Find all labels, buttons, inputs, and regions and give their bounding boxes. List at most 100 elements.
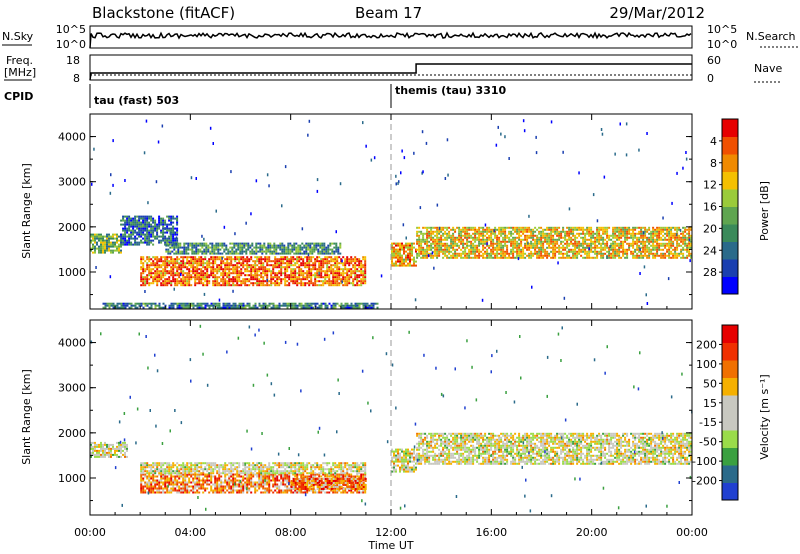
- echo-cell: [340, 304, 343, 307]
- noise-point: [427, 254, 430, 258]
- echo-cell: [198, 304, 201, 307]
- echo-cell: [182, 302, 185, 305]
- echo-cell: [628, 242, 631, 245]
- echo-cell: [166, 231, 169, 234]
- echo-cell: [269, 248, 272, 251]
- echo-cell: [474, 246, 477, 249]
- echo-cell: [158, 215, 161, 218]
- echo-cell: [222, 489, 225, 492]
- echo-cell: [278, 304, 281, 307]
- echo-cell: [528, 248, 531, 251]
- echo-cell: [588, 234, 591, 237]
- echo-cell: [108, 447, 110, 450]
- echo-cell: [172, 235, 175, 238]
- echo-cell: [470, 242, 473, 245]
- echo-cell: [588, 232, 591, 235]
- echo-cell: [102, 237, 104, 240]
- echo-cell: [502, 252, 505, 255]
- echo-cell: [370, 302, 373, 305]
- echo-cell: [526, 242, 529, 245]
- echo-cell: [498, 244, 501, 247]
- echo-cell: [186, 487, 189, 490]
- echo-cell: [672, 232, 675, 235]
- echo-cell: [132, 217, 135, 220]
- echo-cell: [144, 223, 147, 226]
- echo-cell: [177, 244, 180, 247]
- echo-cell: [478, 252, 481, 255]
- echo-cell: [203, 242, 206, 245]
- echo-cell: [297, 248, 300, 251]
- echo-cell: [260, 306, 263, 309]
- echo-cell: [620, 246, 623, 249]
- echo-cell: [322, 266, 325, 269]
- echo-cell: [442, 252, 445, 255]
- echo-cell: [162, 274, 165, 277]
- echo-cell: [204, 278, 207, 281]
- echo-cell: [348, 268, 351, 271]
- echo-cell: [136, 241, 139, 244]
- echo-cell: [208, 304, 211, 307]
- echo-cell: [301, 248, 304, 251]
- echo-cell: [468, 252, 471, 255]
- echo-cell: [602, 236, 605, 239]
- echo-cell: [278, 258, 281, 261]
- echo-cell: [440, 246, 443, 249]
- echo-cell: [564, 246, 567, 249]
- echo-cell: [652, 228, 655, 231]
- echo-cell: [630, 250, 633, 253]
- echo-cell: [574, 254, 577, 257]
- echo-cell: [678, 254, 681, 257]
- echo-cell: [360, 268, 363, 271]
- echo-cell: [94, 443, 96, 446]
- echo-cell: [532, 228, 535, 231]
- echo-cell: [337, 250, 340, 253]
- echo-cell: [230, 280, 233, 283]
- echo-cell: [436, 246, 439, 249]
- echo-cell: [92, 251, 94, 254]
- echo-cell: [170, 270, 173, 273]
- echo-cell: [204, 258, 207, 261]
- echo-cell: [546, 256, 549, 259]
- echo-cell: [436, 234, 439, 237]
- echo-cell: [165, 244, 168, 247]
- echo-cell: [395, 248, 397, 251]
- echo-cell: [182, 280, 185, 283]
- echo-cell: [144, 229, 147, 232]
- echo-cell: [560, 240, 563, 243]
- echo-cell: [174, 217, 177, 220]
- echo-cell: [138, 219, 141, 222]
- echo-cell: [144, 282, 147, 285]
- echo-cell: [554, 254, 557, 257]
- echo-cell: [196, 268, 199, 271]
- echo-cell: [310, 302, 313, 305]
- echo-cell: [566, 254, 569, 257]
- echo-cell: [330, 280, 333, 283]
- noise-point: [562, 150, 564, 154]
- echo-cell: [405, 256, 407, 259]
- noise-point: [215, 209, 217, 213]
- echo-cell: [356, 268, 359, 271]
- noise-point: [173, 231, 176, 235]
- echo-cell: [496, 252, 499, 255]
- echo-cell: [128, 217, 131, 220]
- echo-cell: [570, 238, 573, 241]
- echo-cell: [217, 246, 220, 249]
- echo-cell: [337, 246, 340, 249]
- echo-cell: [340, 274, 343, 277]
- echo-cell: [252, 274, 255, 277]
- echo-cell: [294, 306, 297, 309]
- echo-cell: [158, 306, 161, 309]
- echo-cell: [186, 258, 189, 261]
- echo-cell: [428, 232, 431, 235]
- echo-cell: [333, 250, 336, 253]
- echo-cell: [418, 240, 421, 243]
- echo-cell: [146, 231, 149, 234]
- echo-cell: [356, 302, 359, 305]
- echo-cell: [174, 264, 177, 267]
- echo-cell: [268, 284, 271, 287]
- noise-point: [195, 177, 197, 180]
- cpid-panel: CPID tau (fast) 503 themis (tau) 3310: [4, 84, 507, 108]
- echo-cell: [319, 242, 322, 245]
- echo-cell: [544, 234, 547, 237]
- echo-cell: [227, 250, 230, 253]
